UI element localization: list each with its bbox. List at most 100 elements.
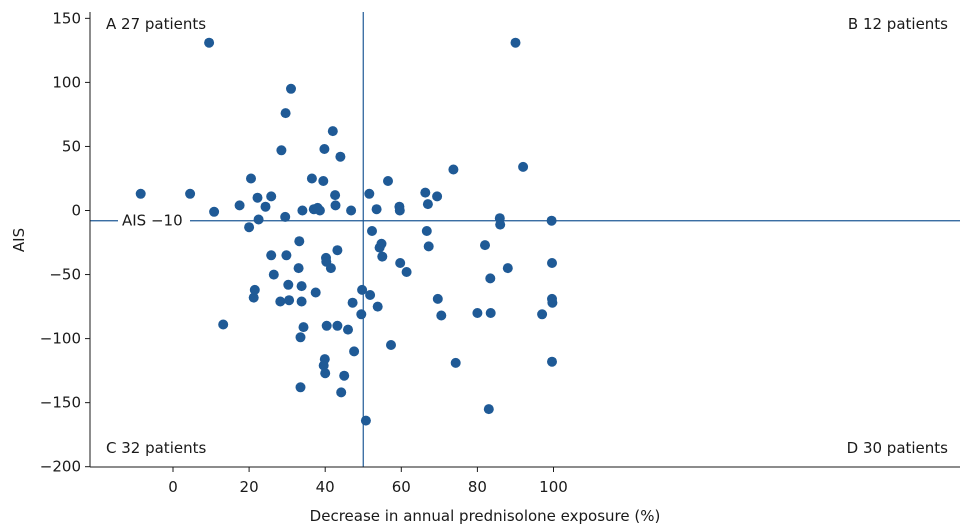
data-point bbox=[332, 245, 343, 256]
quadrant-label-b: B 12 patients bbox=[848, 15, 948, 33]
data-point bbox=[310, 287, 321, 298]
data-point bbox=[266, 191, 277, 202]
data-point bbox=[246, 173, 256, 184]
data-point bbox=[314, 205, 325, 216]
data-point bbox=[346, 205, 357, 216]
x-tick-label: 20 bbox=[240, 478, 259, 496]
y-tick-label: −100 bbox=[40, 330, 81, 348]
data-point bbox=[436, 310, 447, 321]
x-axis-ticks: 0 20 40 60 80 100 bbox=[168, 467, 568, 496]
data-point bbox=[330, 190, 341, 201]
data-point bbox=[293, 263, 304, 274]
data-point bbox=[360, 415, 371, 426]
data-point bbox=[472, 308, 483, 318]
data-point bbox=[371, 204, 382, 215]
data-point bbox=[422, 199, 433, 210]
data-point bbox=[268, 269, 279, 280]
y-axis-title: AIS bbox=[10, 228, 28, 252]
data-point bbox=[547, 258, 557, 268]
x-tick-label: 100 bbox=[539, 478, 568, 496]
data-point bbox=[349, 346, 360, 357]
data-point bbox=[537, 309, 548, 320]
y-tick-label: 0 bbox=[71, 202, 81, 220]
data-point bbox=[357, 284, 368, 295]
data-point bbox=[547, 297, 558, 308]
data-point bbox=[480, 240, 490, 251]
data-point bbox=[209, 206, 220, 217]
data-point bbox=[306, 173, 317, 184]
axes: 0 20 40 60 80 100 −200 −150 −100 −50 0 50 100 150 bbox=[40, 9, 960, 496]
data-points bbox=[135, 37, 558, 426]
x-tick-label: 60 bbox=[392, 478, 411, 496]
data-point bbox=[320, 368, 331, 379]
data-point bbox=[218, 319, 229, 330]
reference-lines: AIS −10 bbox=[90, 12, 960, 467]
data-point bbox=[204, 37, 215, 48]
data-point bbox=[295, 382, 306, 393]
data-point bbox=[298, 322, 309, 333]
data-point bbox=[295, 332, 306, 343]
reference-line-label: AIS −10 bbox=[122, 212, 183, 230]
data-point bbox=[275, 296, 286, 307]
data-point bbox=[483, 404, 494, 415]
data-point bbox=[252, 192, 263, 203]
data-point bbox=[284, 295, 295, 306]
data-point bbox=[372, 301, 383, 312]
data-point bbox=[321, 320, 332, 331]
data-point bbox=[347, 297, 358, 308]
data-point bbox=[376, 238, 387, 249]
data-point bbox=[432, 293, 443, 304]
reference-label-background bbox=[118, 210, 190, 231]
y-tick-label: 100 bbox=[52, 73, 81, 91]
y-tick-label: 150 bbox=[52, 9, 81, 27]
data-point bbox=[546, 215, 557, 226]
quadrant-label-a: A 27 patients bbox=[106, 15, 206, 33]
quadrant-label-c: C 32 patients bbox=[106, 439, 206, 457]
data-point bbox=[485, 308, 496, 318]
data-point bbox=[248, 292, 259, 303]
data-point bbox=[510, 37, 521, 48]
data-point bbox=[448, 164, 459, 175]
data-point bbox=[450, 357, 461, 368]
y-tick-label: −150 bbox=[40, 394, 81, 412]
data-point bbox=[276, 145, 287, 156]
data-point bbox=[319, 354, 330, 365]
data-point bbox=[244, 222, 255, 233]
data-point bbox=[318, 176, 329, 186]
data-point bbox=[319, 144, 330, 154]
data-point bbox=[401, 267, 412, 277]
data-point bbox=[253, 214, 264, 225]
data-point bbox=[495, 219, 506, 230]
data-point bbox=[377, 251, 388, 262]
data-point bbox=[395, 258, 406, 268]
data-point bbox=[280, 211, 291, 222]
data-point bbox=[280, 108, 291, 119]
quadrant-labels: A 27 patients B 12 patients C 32 patients D… bbox=[106, 15, 948, 457]
data-point bbox=[421, 226, 432, 236]
x-tick-label: 0 bbox=[168, 478, 178, 496]
data-point bbox=[364, 188, 375, 199]
data-point bbox=[335, 151, 346, 162]
data-point bbox=[343, 324, 353, 335]
data-point bbox=[266, 250, 277, 261]
data-point bbox=[502, 263, 513, 274]
y-axis-ticks: −200 −150 −100 −50 0 50 100 150 bbox=[40, 9, 90, 476]
data-point bbox=[365, 290, 376, 300]
data-point bbox=[135, 188, 146, 199]
data-point bbox=[185, 188, 196, 199]
x-tick-label: 40 bbox=[316, 478, 335, 496]
data-point bbox=[518, 161, 529, 172]
data-point bbox=[386, 340, 396, 350]
data-point bbox=[339, 370, 350, 381]
data-point bbox=[383, 176, 393, 186]
data-point bbox=[296, 296, 307, 307]
y-tick-label: 50 bbox=[62, 137, 81, 155]
data-point bbox=[420, 187, 431, 198]
data-point bbox=[547, 356, 557, 367]
x-tick-label: 80 bbox=[468, 478, 487, 496]
data-point bbox=[294, 236, 305, 247]
data-point bbox=[260, 201, 271, 212]
data-point bbox=[356, 309, 367, 320]
data-point bbox=[283, 279, 294, 290]
